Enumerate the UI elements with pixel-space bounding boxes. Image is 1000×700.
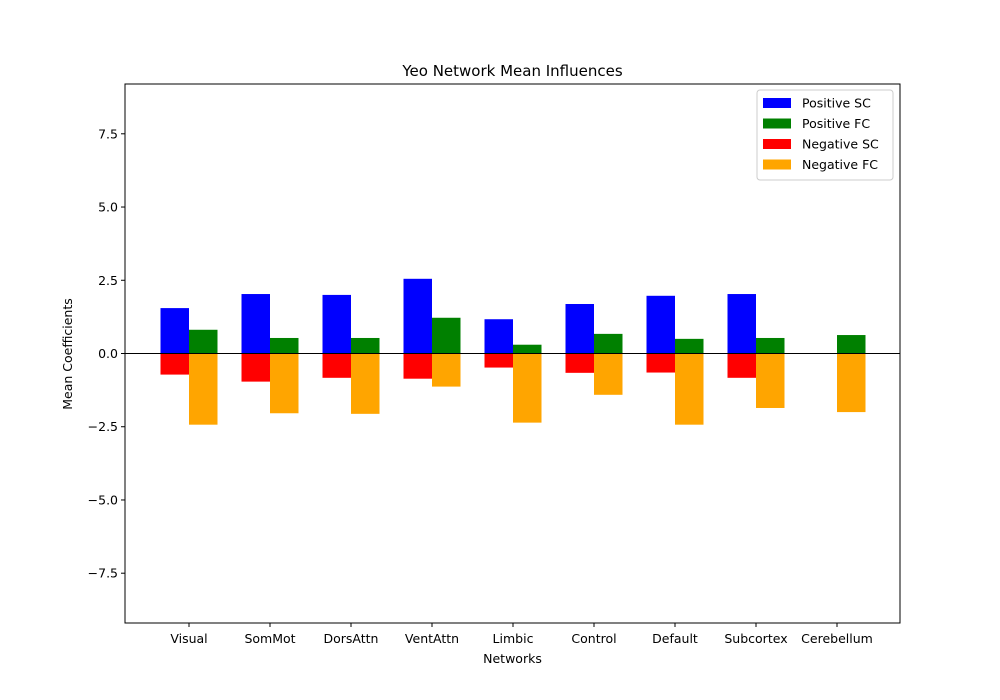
bar-negative-sc-visual: [160, 353, 189, 375]
x-tick-label-default: Default: [652, 631, 698, 646]
bar-negative-fc-sommot: [270, 353, 299, 414]
legend: Positive SC Positive FC Negative SC Negativ…: [756, 89, 894, 181]
bar-positive-sc-visual: [160, 308, 189, 354]
legend-label-positive-fc: Positive FC: [802, 116, 870, 131]
x-tick-label-sommot: SomMot: [244, 631, 295, 646]
bar-negative-sc-ventattn: [403, 353, 432, 379]
x-axis-title: Networks: [483, 651, 542, 666]
bar-positive-sc-sommot: [241, 294, 270, 354]
legend-swatch-positive-fc: [763, 118, 791, 129]
y-tick-label: 2.5: [98, 273, 118, 288]
bars: [160, 278, 866, 425]
bar-positive-fc-cerebellum: [837, 335, 866, 354]
y-tick-label: 5.0: [98, 200, 118, 215]
legend-box: [756, 89, 894, 181]
legend-swatch-negative-sc: [763, 139, 791, 149]
bar-positive-fc-limbic: [513, 344, 542, 354]
bar-negative-sc-limbic: [484, 353, 513, 368]
x-tick-label-limbic: Limbic: [493, 631, 534, 646]
x-tick-label-dorsattn: DorsAttn: [324, 631, 379, 646]
legend-swatch-negative-fc: [763, 159, 791, 170]
bar-positive-fc-control: [594, 333, 623, 354]
legend-label-positive-sc: Positive SC: [802, 96, 871, 111]
y-tick-label: −5.0: [88, 492, 118, 507]
x-tick-label-visual: Visual: [170, 631, 207, 646]
chart-title: Yeo Network Mean Influences: [401, 62, 622, 80]
bar-negative-sc-control: [565, 353, 594, 373]
bar-negative-sc-subcortex: [727, 353, 756, 378]
y-tick-label: 7.5: [98, 126, 118, 141]
bar-positive-fc-dorsattn: [351, 337, 380, 354]
x-tick-label-cerebellum: Cerebellum: [801, 631, 873, 646]
bar-negative-fc-control: [594, 353, 623, 395]
y-tick-label: 0.0: [98, 346, 118, 361]
bar-positive-fc-default: [675, 338, 704, 354]
bar-negative-sc-default: [646, 353, 675, 373]
bar-positive-fc-ventattn: [432, 317, 461, 354]
bar-positive-fc-sommot: [270, 337, 299, 354]
bar-negative-fc-visual: [189, 353, 218, 425]
bar-negative-fc-dorsattn: [351, 353, 380, 414]
bar-positive-sc-subcortex: [727, 294, 756, 354]
bar-negative-fc-cerebellum: [837, 353, 866, 413]
bar-negative-fc-ventattn: [432, 353, 461, 387]
legend-label-negative-fc: Negative FC: [802, 157, 878, 172]
bar-positive-sc-control: [565, 303, 594, 354]
bar-positive-sc-default: [646, 295, 675, 354]
x-axis: Visual SomMot DorsAttn VentAttn Limbic Contro…: [170, 623, 873, 646]
bar-positive-sc-limbic: [484, 319, 513, 354]
bar-negative-sc-dorsattn: [322, 353, 351, 378]
y-tick-label: −2.5: [88, 419, 118, 434]
x-tick-label-ventattn: VentAttn: [405, 631, 459, 646]
y-axis-title: Mean Coefficients: [60, 298, 75, 410]
x-tick-label-control: Control: [571, 631, 616, 646]
y-axis: 7.5 5.0 2.5 0.0 −2.5 −5.0 −7.5: [88, 126, 125, 581]
x-tick-label-subcortex: Subcortex: [724, 631, 787, 646]
bar-positive-sc-ventattn: [403, 278, 432, 354]
y-tick-label: −7.5: [88, 566, 118, 581]
bar-negative-fc-subcortex: [756, 353, 785, 408]
bar-negative-sc-sommot: [241, 353, 270, 382]
bar-negative-fc-default: [675, 353, 704, 425]
bar-negative-fc-limbic: [513, 353, 542, 423]
bar-positive-sc-dorsattn: [322, 294, 351, 354]
legend-label-negative-sc: Negative SC: [802, 137, 879, 152]
bar-positive-fc-subcortex: [756, 337, 785, 354]
bar-positive-fc-visual: [189, 329, 218, 354]
legend-swatch-positive-sc: [763, 98, 791, 108]
